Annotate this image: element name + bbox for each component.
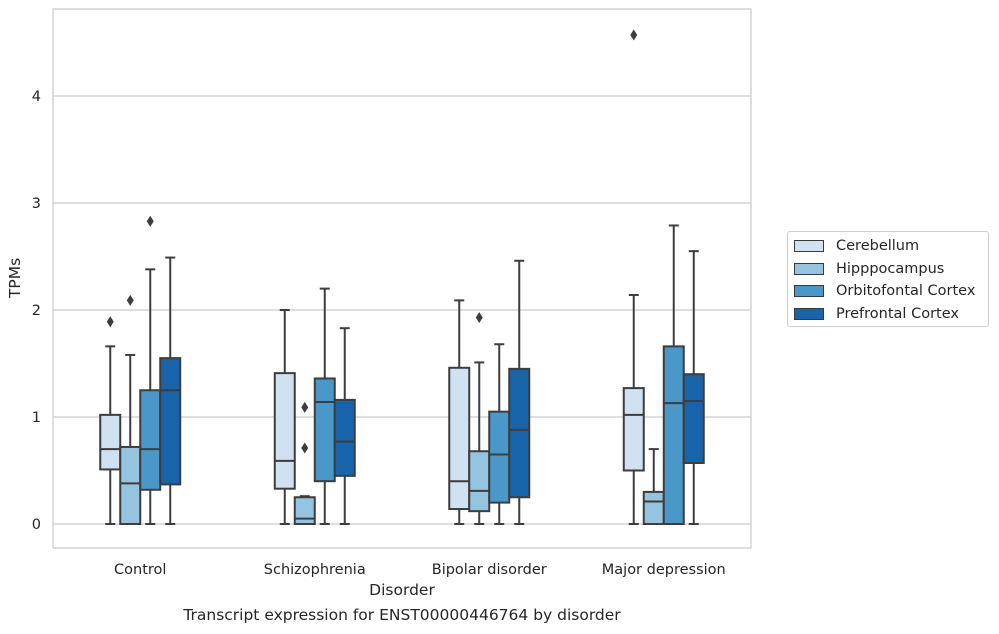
y-axis-ticks: 0 1 2 3 4 xyxy=(32,89,41,533)
box-iqr xyxy=(682,373,705,465)
legend-item: Orbitofontal Cortex xyxy=(794,280,988,303)
legend-item: Prefrontal Cortex xyxy=(794,303,988,326)
box-groups xyxy=(99,29,705,525)
box-iqr xyxy=(468,450,491,513)
legend-swatch xyxy=(794,285,824,298)
legend-label: Prefrontal Cortex xyxy=(836,305,959,322)
y-tick-label: 2 xyxy=(32,303,41,319)
outlier-point xyxy=(630,29,638,41)
outlier-point xyxy=(126,294,134,306)
legend-label: Orbitofontal Cortex xyxy=(836,283,976,300)
legend-swatch xyxy=(794,307,824,320)
box-hipppocampus xyxy=(293,401,316,525)
legend-swatch xyxy=(794,262,824,275)
box-cerebellum xyxy=(99,316,122,525)
x-axis-title: Disorder xyxy=(369,581,435,599)
legend-swatch xyxy=(794,240,824,253)
y-tick-label: 4 xyxy=(32,89,41,105)
box-prefrontal-cortex xyxy=(682,250,705,525)
box-iqr xyxy=(313,377,336,483)
x-tick-label: Control xyxy=(114,562,166,578)
box-prefrontal-cortex xyxy=(508,259,531,525)
box-hipppocampus xyxy=(468,311,491,525)
box-iqr xyxy=(448,366,471,511)
box-cerebellum xyxy=(273,309,296,525)
box-iqr xyxy=(273,372,296,490)
box-iqr xyxy=(139,389,162,491)
box-prefrontal-cortex xyxy=(333,327,356,525)
outlier-point xyxy=(301,442,309,454)
box-iqr xyxy=(159,357,182,486)
box-iqr xyxy=(119,445,142,525)
x-tick-label: Bipolar disorder xyxy=(432,562,547,578)
legend-label: Hipppocampus xyxy=(836,260,945,277)
legend-label: Cerebellum xyxy=(836,238,920,255)
box-orbitofontal-cortex xyxy=(139,215,162,525)
box-cerebellum xyxy=(448,299,471,525)
x-tick-label: Schizophrenia xyxy=(264,562,366,578)
box-cerebellum xyxy=(622,29,645,525)
box-iqr xyxy=(622,387,645,472)
legend: Cerebellum Hipppocampus Orbitofontal Corte… xyxy=(787,231,989,327)
box-iqr xyxy=(333,398,356,477)
legend-item: Hipppocampus xyxy=(794,258,988,281)
y-tick-label: 0 xyxy=(32,517,41,533)
outlier-point xyxy=(301,401,309,413)
outlier-point xyxy=(106,316,114,328)
box-iqr xyxy=(662,345,685,525)
box-hipppocampus xyxy=(642,448,665,525)
box-iqr xyxy=(508,367,531,499)
y-tick-label: 1 xyxy=(32,410,41,426)
box-orbitofontal-cortex xyxy=(662,224,685,525)
x-tick-label: Major depression xyxy=(602,562,726,578)
outlier-point xyxy=(146,215,154,227)
box-prefrontal-cortex xyxy=(159,256,182,525)
outlier-point xyxy=(475,311,483,323)
box-iqr xyxy=(642,490,665,525)
x-axis-ticks: Control Schizophrenia Bipolar disorder Majo… xyxy=(114,562,726,578)
y-axis-title: TPMs xyxy=(6,258,24,299)
chart-caption: Transcript expression for ENST0000044676… xyxy=(183,606,621,624)
legend-item: Cerebellum xyxy=(794,235,988,258)
box-iqr xyxy=(293,496,316,525)
box-iqr xyxy=(99,413,122,471)
box-iqr xyxy=(488,410,511,504)
box-orbitofontal-cortex xyxy=(313,287,336,525)
y-tick-label: 3 xyxy=(32,196,41,212)
